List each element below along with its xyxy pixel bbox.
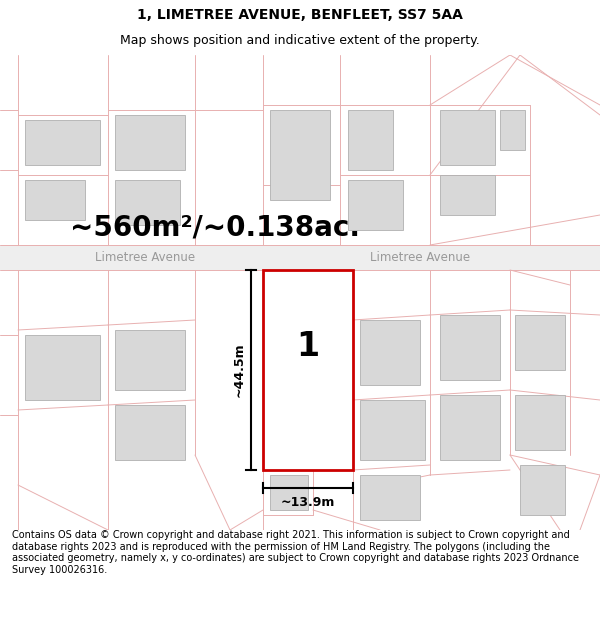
Bar — [25, 180, 85, 220]
Bar — [360, 320, 420, 385]
Bar — [270, 475, 308, 510]
Bar — [270, 110, 330, 200]
Bar — [348, 110, 393, 170]
Bar — [440, 175, 495, 215]
Text: ~560m²/~0.138ac.: ~560m²/~0.138ac. — [70, 213, 360, 241]
Text: 1: 1 — [296, 329, 320, 362]
Bar — [25, 335, 100, 400]
Bar — [115, 180, 180, 225]
Bar — [115, 330, 185, 390]
Bar — [440, 110, 495, 165]
Bar — [263, 270, 353, 470]
Text: Limetree Avenue: Limetree Avenue — [95, 251, 195, 264]
Bar — [440, 395, 500, 460]
Text: Limetree Avenue: Limetree Avenue — [370, 251, 470, 264]
Bar — [520, 465, 565, 515]
Bar — [360, 400, 425, 460]
Bar — [25, 120, 100, 165]
Bar — [515, 315, 565, 370]
Bar — [348, 180, 403, 230]
Text: Contains OS data © Crown copyright and database right 2021. This information is : Contains OS data © Crown copyright and d… — [12, 530, 579, 575]
Text: Map shows position and indicative extent of the property.: Map shows position and indicative extent… — [120, 34, 480, 47]
Bar — [500, 110, 525, 150]
Bar — [115, 115, 185, 170]
Bar — [440, 315, 500, 380]
Bar — [115, 405, 185, 460]
Text: ~44.5m: ~44.5m — [233, 342, 245, 398]
Text: 1, LIMETREE AVENUE, BENFLEET, SS7 5AA: 1, LIMETREE AVENUE, BENFLEET, SS7 5AA — [137, 8, 463, 22]
Bar — [360, 475, 420, 520]
Bar — [0, 245, 600, 270]
Bar — [515, 395, 565, 450]
Text: ~13.9m: ~13.9m — [281, 496, 335, 509]
